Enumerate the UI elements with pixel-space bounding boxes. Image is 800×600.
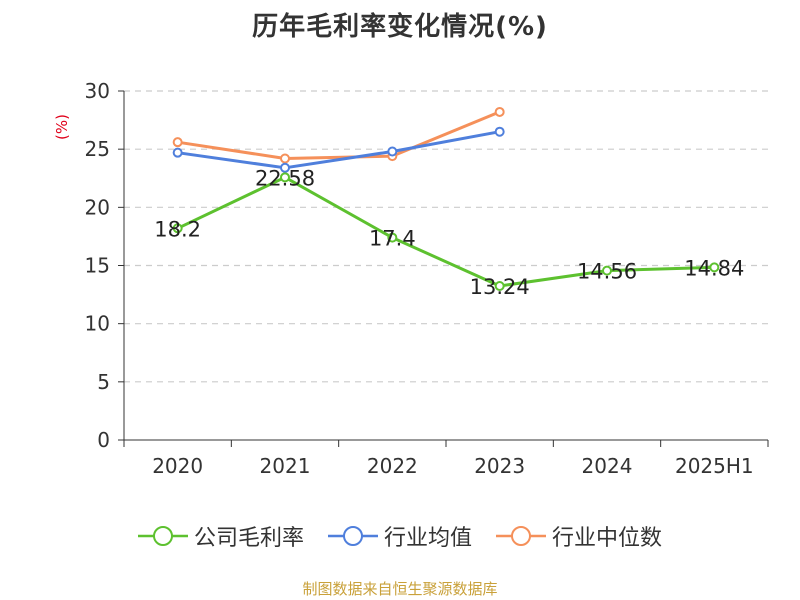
data-point [709, 262, 720, 273]
legend-item[interactable]: 行业中位数 [496, 520, 662, 552]
y-tick-label: 15 [85, 254, 110, 278]
y-tick-label: 20 [85, 195, 110, 219]
legend-label: 行业均值 [383, 526, 472, 551]
x-tick-label: 2025H1 [675, 454, 754, 478]
data-labels: 18.2 22.58 17.4 13.24 14.56 14.84 [154, 166, 744, 299]
y-tick-label: 25 [85, 137, 110, 161]
data-point [387, 232, 398, 243]
legend-swatch-marker [511, 526, 531, 546]
series-lines [172, 106, 720, 291]
data-label: 17.4 [369, 227, 416, 251]
x-tick-label: 2024 [582, 454, 633, 478]
y-tick-label: 30 [85, 79, 110, 103]
data-point [494, 126, 505, 137]
series-line-1 [176, 130, 502, 170]
x-tick-label: 2023 [474, 454, 525, 478]
series-line-2 [176, 110, 502, 160]
data-point [172, 223, 183, 234]
legend-label: 行业中位数 [552, 526, 663, 551]
data-label: 18.2 [154, 217, 201, 241]
y-tick-label: 5 [97, 370, 110, 394]
data-label: 22.58 [255, 166, 315, 190]
legend-swatch [327, 526, 378, 546]
data-point [280, 172, 290, 183]
data-point [280, 153, 290, 164]
source-note: 制图数据来自恒生聚源数据库 [302, 580, 498, 598]
x-tick-label: 2022 [367, 454, 418, 478]
y-axis-label: (%) [53, 114, 71, 140]
legend-swatch [137, 526, 188, 546]
x-tick-label: 2020 [152, 454, 203, 478]
y-tick-label: 0 [97, 428, 110, 452]
y-tick-label: 10 [85, 312, 110, 336]
data-point [494, 106, 505, 117]
data-point [172, 137, 183, 148]
data-label: 13.24 [470, 275, 530, 299]
legend-item[interactable]: 公司毛利率 [137, 520, 304, 552]
legend-swatch-marker [152, 526, 173, 546]
data-point [280, 162, 290, 173]
data-point [172, 147, 183, 158]
legend-swatch-marker [342, 526, 363, 546]
legend-swatch [496, 526, 546, 546]
data-point [387, 146, 398, 157]
data-label: 14.56 [577, 260, 637, 284]
grid-lines [124, 90, 768, 383]
legend: 公司毛利率 行业均值 行业中位数 [0, 520, 800, 552]
data-point [602, 265, 612, 276]
legend-item[interactable]: 行业均值 [327, 520, 472, 552]
chart-title: 历年毛利率变化情况(%) [252, 12, 548, 42]
legend-label: 公司毛利率 [193, 526, 304, 551]
data-point [494, 280, 505, 291]
x-tick-label: 2021 [260, 454, 311, 478]
series-line-0 [176, 175, 716, 288]
axes: 0 5 10 15 20 25 30 2020 2021 2022 2023 2024 2025H1 (%… [53, 79, 769, 478]
data-label: 14.84 [684, 256, 744, 280]
